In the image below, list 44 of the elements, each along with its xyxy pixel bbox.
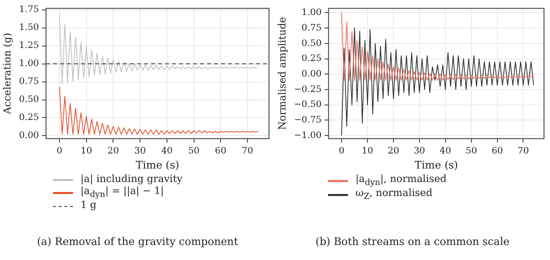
x-axis-title: Time (s)	[414, 159, 458, 172]
legend-label: |a$_{dyn}$|, normalised	[356, 174, 447, 188]
x-tick-label: 10	[80, 146, 92, 156]
x-tick-label: 60	[214, 146, 227, 156]
y-tick-label: 1.25	[18, 41, 40, 52]
y-tick-label: −0.75	[294, 116, 322, 126]
y-tick-label: 0.75	[302, 23, 322, 34]
legend-label: 1 g	[80, 200, 96, 212]
x-axis-title: Time (s)	[136, 159, 180, 172]
x-tick-label: 0	[338, 146, 345, 156]
x-tick-label: 20	[107, 146, 120, 156]
legend-label: ω$_{Z}$, normalised	[356, 188, 432, 202]
y-tick-label: 1.00	[302, 8, 322, 18]
x-tick-label: 40	[161, 146, 173, 156]
x-tick-label: 40	[440, 146, 452, 156]
x-tick-label: 0	[56, 146, 63, 156]
x-tick-label: 60	[492, 146, 504, 156]
y-tick-label: −0.25	[294, 84, 322, 95]
x-tick-label: 10	[362, 146, 374, 156]
legend-label: |a$_{dyn}$| = ||a| − 1|	[80, 186, 164, 200]
y-tick-label: 0.75	[18, 77, 40, 88]
y-tick-label: 0.50	[18, 95, 40, 106]
x-tick-label: 50	[466, 146, 478, 156]
text: (a) Removal of the gravity component	[36, 236, 240, 248]
x-tick-label: 70	[518, 146, 530, 156]
y-tick-label: 0.00	[18, 131, 40, 142]
legend-label: |a| including gravity	[80, 174, 183, 186]
y-tick-label: 1.75	[18, 5, 40, 16]
y-tick-label: 1.50	[18, 23, 40, 34]
y-tick-label: 0.00	[302, 69, 322, 80]
y-tick-label: 0.25	[302, 54, 322, 64]
y-tick-label: −1.00	[294, 130, 322, 141]
y-tick-label: 0.50	[302, 38, 322, 49]
x-tick-label: 50	[188, 146, 200, 156]
x-tick-label: 30	[134, 146, 146, 156]
x-tick-label: 70	[242, 146, 254, 156]
y-tick-label: 0.25	[18, 113, 40, 124]
y-axis-title: Acceleration (g)	[2, 32, 14, 116]
x-tick-label: 20	[388, 146, 400, 156]
text: (b) Both streams on a common scale	[314, 236, 511, 248]
y-tick-label: −0.50	[294, 100, 322, 110]
y-axis-title: Normalised amplitude	[278, 16, 289, 130]
y-tick-label: 1.00	[18, 59, 40, 70]
x-tick-label: 30	[414, 146, 426, 156]
